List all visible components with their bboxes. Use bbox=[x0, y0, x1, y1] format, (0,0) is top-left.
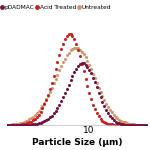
Legend: pDADMAC, Acid Treated, Untreated: pDADMAC, Acid Treated, Untreated bbox=[1, 5, 111, 10]
Untreated bbox=[6, 124, 8, 126]
pDADMAC bbox=[118, 122, 120, 124]
X-axis label: Particle Size (μm): Particle Size (μm) bbox=[32, 138, 122, 147]
pDADMAC bbox=[6, 124, 8, 126]
Untreated bbox=[145, 124, 147, 126]
Acid Treated bbox=[122, 124, 124, 126]
pDADMAC bbox=[81, 63, 83, 64]
Untreated bbox=[75, 47, 77, 49]
pDADMAC bbox=[113, 119, 115, 121]
Acid Treated bbox=[70, 34, 72, 35]
Acid Treated bbox=[17, 124, 19, 126]
Acid Treated bbox=[132, 124, 133, 126]
Line: pDADMAC: pDADMAC bbox=[5, 62, 147, 127]
pDADMAC bbox=[145, 124, 147, 126]
Untreated bbox=[113, 114, 115, 116]
Acid Treated bbox=[118, 124, 120, 126]
Untreated bbox=[117, 117, 118, 119]
pDADMAC bbox=[132, 124, 133, 126]
pDADMAC bbox=[122, 123, 124, 125]
pDADMAC bbox=[17, 124, 19, 126]
Untreated bbox=[17, 123, 19, 124]
Untreated bbox=[132, 123, 133, 125]
Untreated bbox=[118, 119, 120, 120]
Acid Treated bbox=[117, 124, 118, 126]
pDADMAC bbox=[117, 122, 118, 123]
Line: Acid Treated: Acid Treated bbox=[5, 33, 147, 127]
Untreated bbox=[122, 121, 124, 123]
Acid Treated bbox=[6, 124, 8, 126]
Line: Untreated: Untreated bbox=[5, 46, 147, 126]
Acid Treated bbox=[145, 124, 147, 126]
Acid Treated bbox=[113, 124, 115, 126]
